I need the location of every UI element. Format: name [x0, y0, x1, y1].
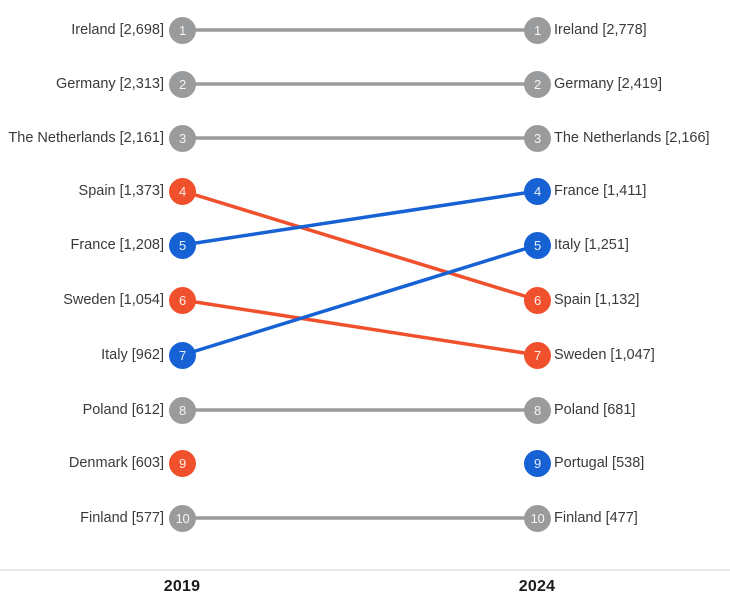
country-label-left-spain: Spain [1,373] [78, 183, 164, 199]
rank-badge-left-italy: 7 [169, 341, 196, 369]
country-label-left-sweden: Sweden [1,054] [63, 292, 164, 308]
slope-line-rank7-to-rank5 [180, 243, 540, 357]
country-label-right-spain: Spain [1,132] [554, 292, 640, 308]
slope-line-rank4-to-rank6 [180, 189, 540, 302]
rank-badge-left-the-netherlands: 3 [169, 124, 196, 152]
rank-badge-left-poland: 8 [169, 396, 196, 424]
rank-badge-right-poland: 8 [524, 396, 551, 424]
rank-badge-right-finland: 10 [524, 504, 551, 532]
rank-badge-right-italy: 5 [524, 231, 551, 259]
country-label-left-france: France [1,208] [70, 237, 165, 253]
rank-badge-left-finland: 10 [169, 504, 196, 532]
country-label-left-italy: Italy [962] [101, 347, 164, 363]
slope-line-rank6-to-rank7 [180, 298, 540, 357]
axis-label-right-year: 2024 [518, 578, 556, 595]
rank-badge-left-spain: 4 [169, 177, 196, 205]
country-label-right-the-netherlands: The Netherlands [2,166] [554, 130, 710, 146]
rank-badge-right-ireland: 1 [524, 16, 551, 44]
slope-line-rank5-to-rank4 [180, 189, 540, 247]
country-label-right-ireland: Ireland [2,778] [554, 22, 647, 38]
country-label-right-france: France [1,411] [554, 183, 647, 199]
country-label-left-poland: Poland [612] [82, 402, 164, 418]
country-label-left-the-netherlands: The Netherlands [2,161] [8, 130, 164, 146]
country-label-left-ireland: Ireland [2,698] [71, 22, 164, 38]
country-label-right-finland: Finland [477] [554, 510, 638, 526]
rank-badge-right-spain: 6 [524, 286, 551, 314]
country-label-right-poland: Poland [681] [554, 402, 636, 418]
rank-badge-right-france: 4 [524, 177, 551, 205]
country-label-left-denmark: Denmark [603] [68, 455, 164, 471]
country-label-right-portugal: Portugal [538] [554, 455, 645, 471]
axis-label-left-year: 2019 [163, 578, 201, 595]
country-label-left-finland: Finland [577] [80, 510, 164, 526]
country-label-left-germany: Germany [2,313] [56, 76, 164, 92]
rank-badge-right-germany: 2 [524, 70, 551, 98]
rank-badge-right-portugal: 9 [524, 449, 551, 477]
rank-badge-left-germany: 2 [169, 70, 196, 98]
country-label-right-sweden: Sweden [1,047] [554, 347, 655, 363]
rank-badge-left-denmark: 9 [169, 449, 196, 477]
axis-baseline [0, 569, 730, 571]
rank-badge-left-sweden: 6 [169, 286, 196, 314]
country-label-right-italy: Italy [1,251] [554, 237, 629, 253]
rank-badge-right-sweden: 7 [524, 341, 551, 369]
rank-badge-right-the-netherlands: 3 [524, 124, 551, 152]
rank-badge-left-france: 5 [169, 231, 196, 259]
rank-badge-left-ireland: 1 [169, 16, 196, 44]
country-label-right-germany: Germany [2,419] [554, 76, 662, 92]
